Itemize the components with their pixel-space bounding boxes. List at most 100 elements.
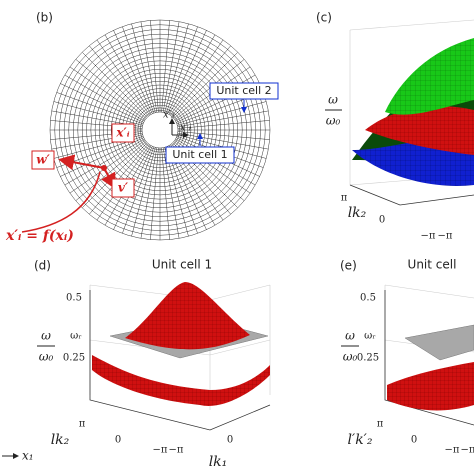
polar-mesh — [49, 19, 271, 241]
surface — [365, 106, 474, 155]
tick-label: 0.25 — [63, 353, 85, 364]
mesh-spoke — [113, 30, 153, 114]
mesh-spoke — [167, 30, 207, 114]
plane — [404, 324, 474, 361]
point-label: x′ᵢ — [115, 126, 129, 140]
mesh-spoke — [177, 131, 270, 140]
mesh-spoke — [177, 110, 269, 128]
mesh-spoke — [177, 132, 269, 150]
panel-label: (d) — [34, 259, 51, 273]
axis-label-num: ω — [345, 329, 355, 343]
mesh-spoke — [64, 138, 145, 186]
mesh-spoke — [168, 34, 216, 115]
axis-label: x′₁ — [180, 123, 192, 134]
mesh-spoke — [162, 21, 180, 113]
axis-label-den: ω₀ — [326, 114, 341, 128]
mesh-spoke — [82, 142, 148, 208]
mesh-spoke — [165, 26, 198, 114]
mesh-spoke — [150, 20, 159, 113]
mapping: x′ᵢ = f(xᵢ) — [5, 228, 74, 244]
axis-label: x′₂ — [163, 110, 175, 121]
mesh-spoke — [122, 26, 155, 114]
mesh-spoke — [69, 140, 146, 194]
label-box — [31, 150, 55, 170]
tick-label: ωᵣ — [70, 331, 82, 342]
vector — [58, 154, 105, 171]
mesh-spoke — [164, 23, 189, 113]
panel-title: Unit cell 1 — [152, 258, 212, 272]
axis — [349, 184, 474, 206]
mesh-spoke — [170, 39, 224, 116]
axis-hint: x₁ — [22, 449, 34, 463]
mesh-spoke — [69, 66, 146, 120]
mesh-spoke — [131, 23, 156, 113]
axis-label-num: ω — [328, 93, 338, 107]
vector-label: w′ — [36, 153, 50, 167]
tick-label: 0 — [115, 435, 121, 446]
mesh-spoke — [82, 52, 148, 118]
mesh-spoke — [104, 34, 152, 115]
label-box — [111, 123, 135, 143]
tick-label: −π — [445, 445, 460, 456]
mesh-spoke — [177, 101, 267, 126]
callout-box — [209, 82, 279, 100]
tick-label: π — [79, 419, 86, 430]
tick-label: 0.5 — [66, 293, 82, 304]
vector-label: v′ — [118, 181, 129, 195]
tick-label: 0.5 — [360, 293, 376, 304]
surface — [125, 282, 250, 350]
axis — [384, 290, 474, 426]
mesh-spoke — [131, 147, 156, 237]
mesh-spoke — [173, 59, 245, 119]
mapping-arrow — [21, 171, 101, 233]
surface — [385, 38, 474, 115]
mesh-spoke — [161, 20, 170, 113]
tick-label: −π — [169, 445, 184, 456]
panel-label: (b) — [36, 11, 53, 25]
panel-label: (c) — [316, 11, 332, 25]
tick-label: −π — [153, 445, 168, 456]
tick-label: π — [377, 419, 384, 430]
mesh-spoke — [150, 147, 159, 240]
point — [101, 165, 107, 171]
mesh-spoke — [56, 92, 144, 125]
axis-label: lk₁ — [209, 454, 228, 470]
mesh-spoke — [177, 120, 270, 129]
tick-label: 0 — [379, 215, 385, 226]
axis-label: lk₂ — [51, 432, 70, 448]
axis — [89, 290, 271, 431]
mesh-spoke — [75, 141, 147, 201]
panel-label: (e) — [340, 259, 357, 273]
axis-label-den: ω₀ — [343, 350, 358, 364]
axis-label: lk₂ — [348, 205, 367, 221]
surface — [387, 362, 474, 411]
mesh-spoke — [64, 74, 145, 122]
tick-label: 0.25 — [357, 353, 379, 364]
tick-label: 0 — [227, 435, 233, 446]
callout: Unit cell 1 — [172, 148, 227, 161]
mesh-spoke — [140, 147, 158, 239]
mesh-spoke — [172, 52, 238, 118]
mesh-spoke — [53, 101, 143, 126]
mesh-spoke — [89, 45, 149, 117]
mesh-spoke — [96, 39, 150, 116]
mesh-spoke — [171, 45, 231, 117]
axis-label: l′k′₂ — [348, 432, 373, 448]
tick-label: 0 — [411, 435, 417, 446]
panel-title: Unit cell — [408, 258, 457, 272]
mesh-spoke — [140, 21, 158, 113]
tick-label: −π — [461, 445, 474, 456]
mesh-spoke — [122, 146, 155, 234]
tick-label: −π — [421, 231, 436, 242]
tick-label: ωᵣ — [364, 331, 376, 342]
axis-label-den: ω₀ — [39, 350, 54, 364]
mesh-spoke — [60, 83, 144, 123]
callout-box — [165, 146, 235, 164]
surface — [92, 355, 270, 406]
axis-label-num: ω — [41, 329, 51, 343]
callout: Unit cell 2 — [216, 84, 271, 97]
tick-label: −π — [438, 231, 453, 242]
mesh-spoke — [161, 147, 170, 240]
tick-label: π — [341, 193, 348, 204]
